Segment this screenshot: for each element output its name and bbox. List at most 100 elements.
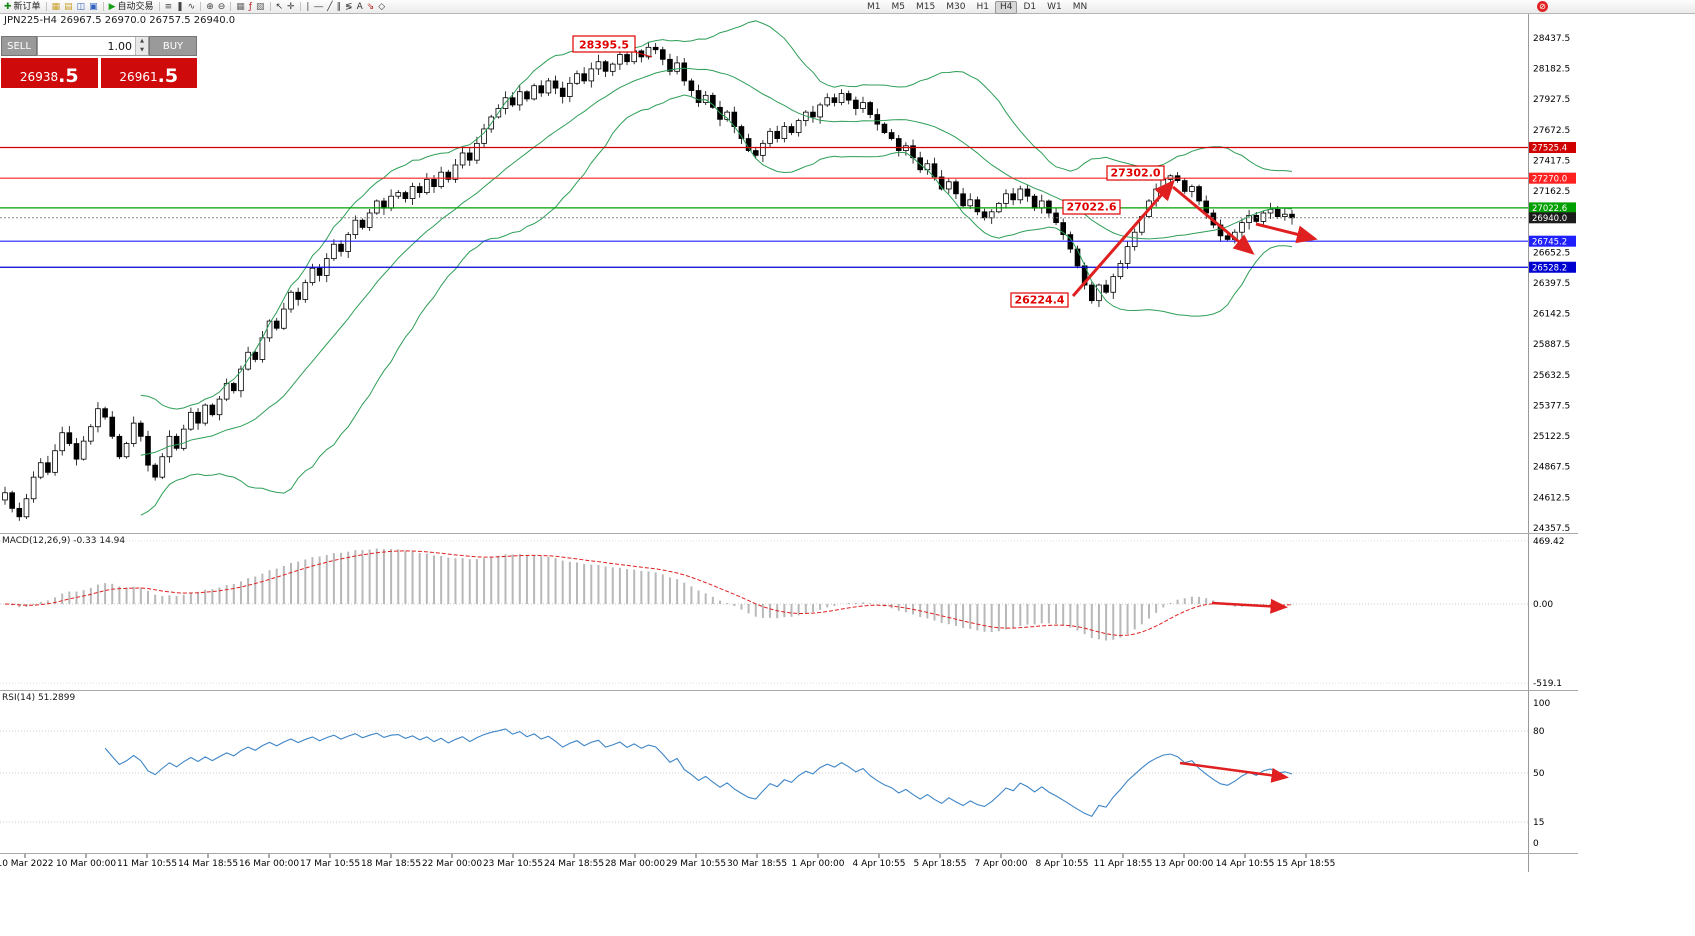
svg-text:15: 15: [1533, 818, 1544, 828]
timeframe-w1[interactable]: W1: [1047, 2, 1062, 12]
sell-price-box[interactable]: 26938.5: [1, 58, 98, 88]
time-axis-label: 7 Apr 00:00: [975, 859, 1028, 869]
cursor-button[interactable]: ↖: [274, 1, 286, 13]
price-axis[interactable]: 28437.5 28182.5 27927.5 27672.5 27417.5 27162…: [1528, 14, 1577, 872]
price-annotation[interactable]: 27302.0: [1106, 165, 1165, 181]
volume-down-icon[interactable]: ▼: [136, 46, 148, 55]
arrows-button[interactable]: ⇘: [365, 1, 377, 13]
templates-icon: ▧: [255, 1, 265, 12]
zoom-out-icon: ⊖: [217, 1, 226, 12]
new-order-icon: ✚: [4, 1, 12, 12]
trendline-button[interactable]: ╱: [325, 1, 334, 13]
time-axis[interactable]: 10 Mar 2022 10 Mar 00:00 11 Mar 10:55 14 Ma…: [0, 854, 1335, 869]
price-axis-label: 24612.5: [1533, 493, 1570, 503]
buy-button[interactable]: BUY: [149, 36, 197, 56]
sell-price-frac: .5: [58, 65, 79, 87]
line-chart-button[interactable]: ∿: [186, 1, 198, 13]
buy-price-box[interactable]: 26961.5: [100, 58, 197, 88]
bollinger-bands: [140, 20, 1293, 516]
volume-stepper[interactable]: 1.00 ▲ ▼: [37, 36, 149, 56]
macd-indicator-label: MACD(12,26,9) -0.33 14.94: [2, 536, 126, 546]
new-order-button-label: 新订单: [13, 1, 41, 12]
drawn-arrows[interactable]: [1071, 179, 1318, 783]
zoom-in-icon: ⊕: [206, 1, 214, 12]
trend-arrow[interactable]: [1172, 185, 1255, 255]
volume-up-icon[interactable]: ▲: [136, 37, 148, 46]
timeframe-h4[interactable]: H4: [994, 1, 1018, 14]
auto-trading-button[interactable]: ▶ 自动交易: [107, 1, 156, 13]
current-price-box: [1529, 212, 1576, 224]
rsi-indicator-label: RSI(14) 51.2899: [2, 693, 76, 703]
svg-text:26528.2: 26528.2: [1532, 263, 1567, 273]
timeframe-mn[interactable]: MN: [1072, 2, 1088, 12]
time-axis-label: 5 Apr 18:55: [914, 859, 967, 869]
record-icon[interactable]: ⊘: [1537, 1, 1548, 12]
timeframe-h1[interactable]: H1: [976, 2, 989, 12]
candle-chart-button[interactable]: ❚: [174, 1, 186, 13]
terminal-button[interactable]: ▣: [87, 1, 100, 13]
price-axis-label: 26142.5: [1533, 310, 1570, 320]
svg-text:100: 100: [1533, 699, 1550, 709]
indicators-button[interactable]: ƒ: [247, 1, 254, 13]
horizontal-level-lines[interactable]: [0, 146, 1528, 268]
shapes-button[interactable]: ◇: [376, 1, 387, 13]
time-axis-label: 17 Mar 10:55: [300, 859, 360, 869]
trendline-icon: ╱: [327, 1, 333, 12]
price-axis-label: 27417.5: [1533, 156, 1570, 166]
data-window-button[interactable]: ▤: [62, 1, 75, 13]
level-price-box: [1529, 172, 1576, 184]
timeframe-m1[interactable]: M1: [867, 2, 881, 12]
fibonacci-button[interactable]: ≶: [343, 1, 355, 13]
indicator-arrow[interactable]: [1179, 761, 1289, 783]
timeframe-m15[interactable]: M15: [916, 2, 936, 12]
arrow-icon: ⇘: [366, 1, 375, 12]
timeframe-m5[interactable]: M5: [891, 2, 906, 12]
bar-chart-button[interactable]: ≡: [163, 1, 175, 13]
timeframe-m30[interactable]: M30: [946, 2, 966, 12]
sell-price-main: 26938: [19, 70, 59, 84]
toolbar: ✚ 新订单 ▦ ▤ ◫ ▣ ▶ 自动交易 ≡ ❚ ∿ ⊕ ⊖ ▦ ƒ ▧ ↖ ✛ ∣ ― ╱ ∥ ≶ A ⇘ ◇ M1 M5 M15 M…: [0, 0, 1695, 14]
price-axis-label: 28437.5: [1533, 34, 1570, 44]
trend-arrow[interactable]: [1255, 222, 1318, 244]
indicator-arrow[interactable]: [1211, 598, 1288, 614]
market-watch-button[interactable]: ▦: [50, 1, 63, 13]
time-axis-label: 14 Apr 10:55: [1216, 859, 1275, 869]
price-axis-label: 26652.5: [1533, 248, 1570, 258]
crosshair-icon: ✛: [287, 1, 295, 12]
price-annotation[interactable]: 27022.6: [1062, 199, 1121, 215]
vertical-line-icon: ∣: [305, 1, 311, 12]
crosshair-button[interactable]: ✛: [285, 1, 297, 13]
toolbar-separator: [200, 2, 202, 11]
zoom-out-button[interactable]: ⊖: [216, 1, 228, 13]
rsi-indicator: 100 80 50 15 0: [0, 699, 1550, 849]
price-axis-label: 27927.5: [1533, 95, 1570, 105]
svg-text:28395.5: 28395.5: [579, 39, 629, 52]
toolbar-separator: [269, 2, 271, 11]
level-price-box: [1529, 202, 1576, 214]
sell-button[interactable]: SELL: [1, 36, 37, 56]
price-axis-label: 27672.5: [1533, 126, 1570, 136]
svg-text:27022.6: 27022.6: [1066, 201, 1116, 214]
vertical-line-button[interactable]: ∣: [304, 1, 313, 13]
navigator-button[interactable]: ◫: [75, 1, 88, 13]
templates-button[interactable]: ▧: [254, 1, 267, 13]
text-label-button[interactable]: A: [355, 1, 365, 13]
trend-arrow[interactable]: [1071, 179, 1175, 297]
price-annotation[interactable]: 26224.4: [1010, 292, 1069, 308]
zoom-in-button[interactable]: ⊕: [204, 1, 216, 13]
toolbar-separator: [230, 2, 232, 11]
price-annotation[interactable]: 28395.5: [572, 35, 653, 58]
level-price-box: [1529, 261, 1576, 273]
horizontal-line-button[interactable]: ―: [312, 1, 325, 13]
channel-button[interactable]: ∥: [335, 1, 344, 13]
new-order-button[interactable]: ✚ 新订单: [2, 1, 43, 13]
tile-windows-button[interactable]: ▦: [234, 1, 247, 13]
price-axis-label: 24867.5: [1533, 463, 1570, 473]
candle-chart-icon: ❚: [176, 1, 184, 12]
time-axis-label: 13 Apr 00:00: [1155, 859, 1214, 869]
svg-text:0: 0: [1533, 839, 1539, 849]
timeframe-d1[interactable]: D1: [1023, 2, 1037, 12]
price-annotations[interactable]: 28395.5 27302.0 27022.6 26224.4: [572, 35, 1165, 308]
price-axis-label: 26397.5: [1533, 279, 1570, 289]
